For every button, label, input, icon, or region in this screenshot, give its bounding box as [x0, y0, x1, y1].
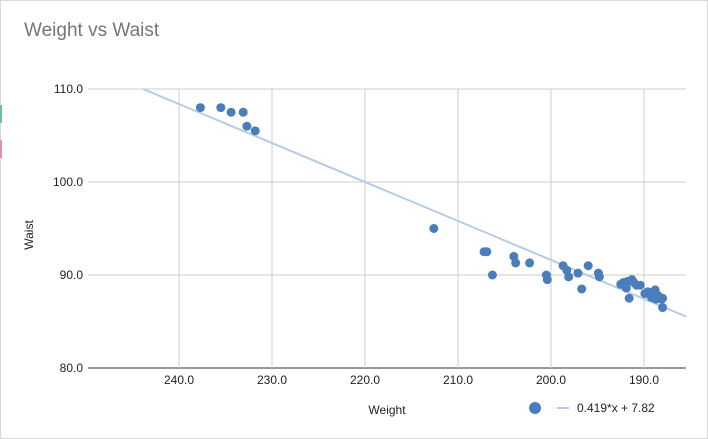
y-tick-label: 100.0 [53, 175, 83, 189]
x-tick-label: 220.0 [350, 373, 380, 387]
x-tick-label: 230.0 [257, 373, 287, 387]
left-edge-accent-green [0, 105, 2, 123]
data-point[interactable] [577, 284, 587, 294]
data-point[interactable] [635, 280, 645, 290]
data-point[interactable] [542, 275, 552, 285]
x-tick-label: 200.0 [536, 373, 566, 387]
data-point[interactable] [525, 258, 535, 268]
data-point[interactable] [238, 107, 248, 117]
grid-lines [88, 88, 686, 369]
y-tick-label: 90.0 [60, 268, 84, 282]
tick-labels: 80.0 90.0 100.0 110.0 240.0 230.0 220.0 210.0 20… [53, 82, 659, 387]
data-point[interactable] [658, 293, 668, 303]
data-point[interactable] [658, 303, 668, 313]
y-tick-label: 80.0 [60, 361, 84, 375]
y-axis-title: Waist [22, 220, 36, 250]
legend[interactable]: 0.419*x + 7.82 [529, 401, 655, 415]
x-tick-label: 240.0 [164, 373, 194, 387]
data-points [195, 103, 668, 313]
left-edge-accent-pink [0, 140, 2, 158]
data-point[interactable] [242, 121, 252, 131]
data-point[interactable] [226, 107, 236, 117]
x-tick-label: 210.0 [443, 373, 473, 387]
data-point[interactable] [511, 258, 521, 268]
data-point[interactable] [594, 272, 604, 282]
data-point[interactable] [429, 224, 439, 233]
data-point[interactable] [583, 261, 593, 271]
data-point[interactable] [487, 270, 497, 280]
legend-series-marker [529, 402, 541, 414]
data-point[interactable] [250, 126, 260, 136]
data-point[interactable] [195, 103, 205, 113]
data-point[interactable] [564, 272, 574, 282]
data-point[interactable] [216, 103, 226, 113]
data-point[interactable] [624, 293, 634, 303]
y-tick-label: 110.0 [54, 82, 83, 96]
x-axis-title: Weight [368, 403, 406, 417]
x-tick-label: 190.0 [629, 373, 659, 387]
data-point[interactable] [482, 247, 492, 257]
data-point[interactable] [573, 268, 583, 278]
legend-trendline-label: 0.419*x + 7.82 [577, 401, 655, 415]
chart-title: Weight vs Waist [24, 20, 160, 41]
trendline [142, 88, 687, 318]
